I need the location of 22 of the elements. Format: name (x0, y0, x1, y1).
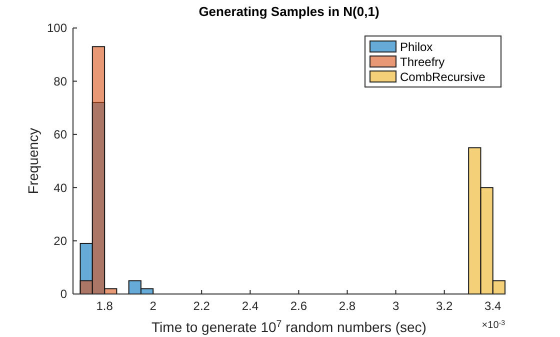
x-tick-label: 2.2 (193, 299, 210, 313)
y-axis-title: Frequency (25, 128, 41, 194)
y-tick-label: 0 (60, 287, 68, 302)
x-tick-label: 3.4 (484, 299, 502, 313)
y-tick-label: 40 (54, 180, 68, 195)
x-tick-label: 2 (150, 299, 157, 313)
x-axis-title: Time to generate 10$^{7}$ random numbers (sec) (152, 318, 426, 335)
x-tick-label: 3 (392, 299, 400, 313)
x-tick-label: 2.6 (290, 299, 308, 313)
legend-label: CombRecursive (400, 70, 486, 84)
text: ×10$^{-3}$ (482, 320, 506, 331)
x-tick-label: 2.4 (242, 299, 259, 313)
y-tick-label: 100 (46, 21, 68, 36)
chart-title: Generating Samples in N(0,1) (198, 4, 380, 19)
legend-label: Philox (400, 40, 433, 54)
legend-label: Threefry (400, 55, 445, 70)
x-tick-label: 1.8 (96, 299, 114, 313)
x-tick-label: 3.2 (436, 299, 453, 313)
y-tick-label: 20 (54, 234, 68, 248)
y-tick-label: 60 (54, 128, 68, 142)
x-tick-label: 2.8 (338, 299, 356, 313)
y-tick-label: 80 (54, 74, 68, 88)
